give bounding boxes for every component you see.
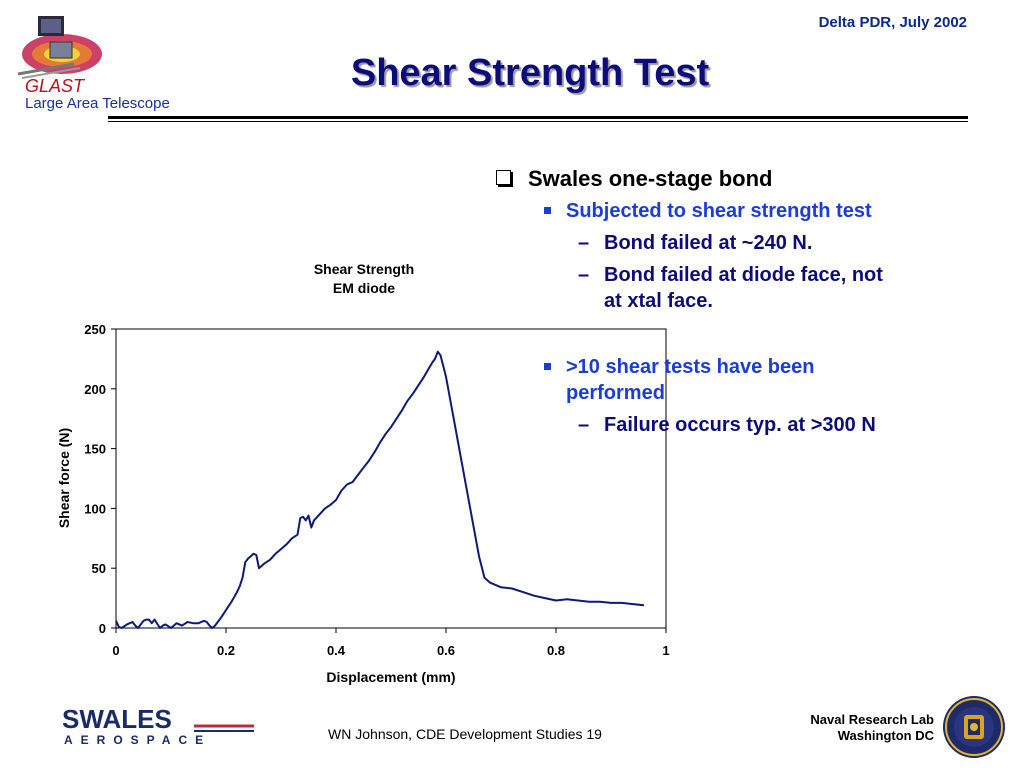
bullet-text: Subjected to shear strength test (566, 200, 872, 222)
footer-org-line2: Washington DC (837, 728, 934, 743)
checkbox-bullet-icon (496, 170, 511, 185)
footer-org-line1: Naval Research Lab (810, 712, 934, 727)
title-rule-thin (108, 121, 968, 122)
footer-org: Naval Research Lab Washington DC (810, 712, 934, 744)
x-axis-label: Displacement (mm) (326, 669, 455, 685)
dash-bullet-icon: – (578, 232, 590, 254)
y-tick-label: 100 (84, 501, 106, 516)
bullet-level3: – Bond failed at diode face, not at xtal… (488, 262, 958, 314)
x-tick-label: 0 (112, 643, 119, 658)
bullet-text: Swales one-stage bond (528, 166, 773, 191)
dash-bullet-icon: – (578, 414, 590, 436)
bullet-text: Bond failed at ~240 N. (604, 232, 813, 254)
y-tick-label: 150 (84, 442, 106, 457)
slide-title: Shear Strength Test (350, 52, 710, 94)
chart-subtitle: EM diode (333, 280, 395, 296)
nrl-seal-icon (943, 696, 1005, 758)
swales-logo-subtext: AEROSPACE (64, 733, 211, 747)
shear-strength-chart: Shear Strength EM diode 050100150200250 … (56, 261, 670, 685)
logo-subtitle: Large Area Telescope (25, 95, 170, 112)
swales-logo-icon: SWALES AEROSPACE (62, 704, 254, 747)
date-label: Delta PDR, July 2002 (818, 14, 967, 31)
glast-logo-icon (17, 16, 102, 79)
title-rule-thick (108, 116, 968, 119)
x-tick-label: 0.8 (547, 643, 565, 658)
y-tick-label: 200 (84, 382, 106, 397)
bullet-text: Bond failed at diode face, not (604, 264, 883, 286)
bullet-text: Failure occurs typ. at >300 N (604, 414, 876, 436)
dash-bullet-icon: – (578, 264, 590, 286)
bullet-level1: Swales one-stage bond (488, 166, 958, 192)
glast-logo-text: GLAST (25, 76, 85, 96)
y-tick-label: 0 (99, 621, 106, 636)
bullet-text: >10 shear tests have been (566, 356, 815, 378)
square-bullet-icon (544, 207, 551, 214)
swales-logo-text: SWALES (62, 704, 172, 734)
y-axis-label: Shear force (N) (56, 428, 72, 528)
x-tick-label: 0.2 (217, 643, 235, 658)
shear-force-line (115, 350, 645, 629)
bullet-text: performed (566, 382, 665, 404)
bullet-text: at xtal face. (604, 290, 713, 312)
square-bullet-icon (544, 363, 551, 370)
plot-area (115, 328, 667, 629)
bullet-level3: – Bond failed at ~240 N. (488, 230, 958, 256)
footer-caption: WN Johnson, CDE Development Studies 19 (328, 726, 602, 742)
bullet-level2: Subjected to shear strength test (488, 198, 958, 224)
x-tick-label: 0.6 (437, 643, 455, 658)
chart-title: Shear Strength (314, 261, 414, 277)
bullet-list: Swales one-stage bond Subjected to shear… (488, 166, 958, 444)
y-tick-label: 50 (92, 561, 106, 576)
bullet-level3: – Failure occurs typ. at >300 N (488, 412, 958, 438)
x-tick-label: 0.4 (327, 643, 346, 658)
x-tick-label: 1 (662, 643, 669, 658)
y-tick-label: 250 (84, 322, 106, 337)
bullet-level2: >10 shear tests have been performed (488, 354, 958, 406)
